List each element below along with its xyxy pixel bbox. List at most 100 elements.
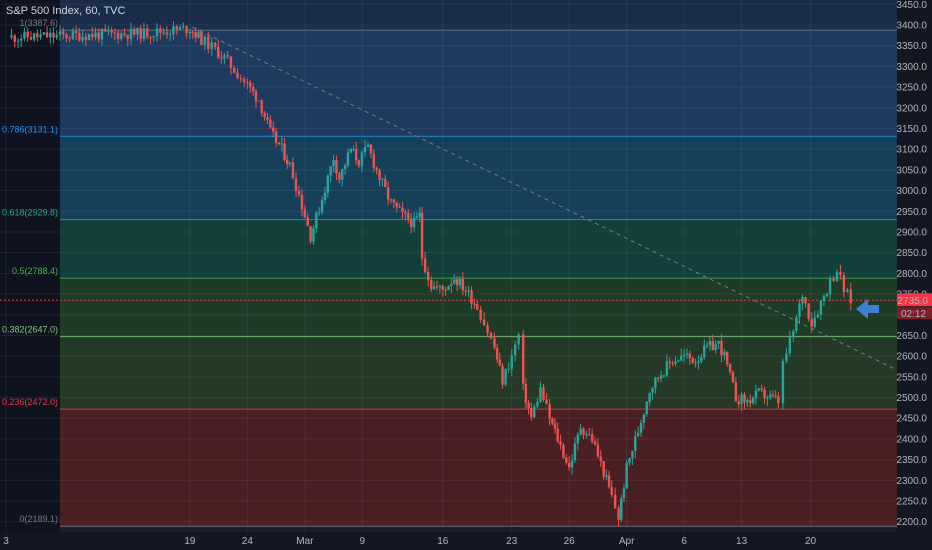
candle-body: [87, 34, 91, 41]
candle: [300, 188, 304, 217]
candle-body: [94, 32, 97, 38]
candle: [754, 384, 758, 405]
candle-body: [58, 31, 62, 35]
fib-lines: [60, 29, 897, 527]
arrow-left-icon[interactable]: [856, 299, 879, 319]
candle-body: [548, 404, 551, 419]
candle: [590, 428, 594, 445]
candle: [395, 202, 398, 213]
candle-body: [822, 295, 826, 302]
candle: [340, 168, 344, 187]
candle-body: [438, 285, 442, 287]
candle: [785, 348, 788, 364]
time-axis[interactable]: [0, 532, 932, 550]
candle: [412, 211, 416, 232]
fib-label: 0.236(2472.0): [2, 397, 58, 407]
candle-body: [579, 428, 582, 435]
candle: [415, 211, 419, 219]
candle: [418, 206, 421, 223]
candle: [39, 29, 42, 40]
candle-body: [559, 441, 562, 445]
candle-body: [81, 36, 84, 41]
price-axis-background: [897, 0, 932, 550]
candle-body: [620, 498, 623, 520]
candle-body: [39, 34, 42, 38]
candle-body: [700, 357, 703, 362]
candle: [142, 22, 146, 42]
candle: [152, 35, 155, 42]
candle: [665, 354, 669, 378]
price-axis[interactable]: [897, 0, 932, 550]
candle-body: [542, 387, 545, 400]
candle-body: [26, 31, 29, 38]
candle: [197, 30, 200, 39]
trend-line[interactable]: [191, 26, 898, 371]
candle-body: [617, 508, 620, 520]
candle-body: [420, 212, 424, 259]
candle: [136, 27, 139, 41]
candle-body: [426, 271, 430, 280]
candle: [162, 27, 165, 36]
candle-body: [352, 148, 355, 150]
candle-body: [788, 337, 792, 354]
candle-body: [486, 325, 489, 334]
candle-body: [251, 86, 255, 91]
candle: [846, 287, 849, 293]
candle-body: [467, 290, 470, 292]
candle-body: [32, 33, 36, 40]
candle: [822, 293, 826, 307]
candle-body: [100, 28, 104, 40]
candle-body: [694, 362, 697, 364]
candle-body: [226, 55, 229, 57]
candle-body: [757, 388, 761, 391]
candle: [828, 275, 832, 301]
candle: [839, 264, 842, 280]
candle: [312, 225, 315, 245]
candle: [610, 480, 613, 498]
candle-body: [91, 34, 94, 38]
candle: [263, 111, 266, 121]
candle: [332, 155, 335, 173]
y-tick-label: 3200.0: [896, 103, 927, 114]
candle: [613, 487, 617, 509]
candle: [389, 198, 393, 204]
y-tick-label: 3300.0: [896, 62, 927, 73]
candle: [182, 22, 185, 29]
candle-body: [13, 35, 16, 42]
candle: [642, 413, 646, 430]
candle: [432, 281, 436, 290]
candle-body: [45, 32, 49, 38]
candle: [634, 430, 637, 459]
candle: [486, 322, 489, 338]
candle-body: [349, 148, 353, 153]
candle-body: [539, 387, 542, 403]
candle: [375, 166, 378, 175]
y-tick-label: 2350.0: [896, 455, 927, 466]
candle-body: [711, 341, 715, 351]
candle: [94, 27, 97, 41]
candle: [438, 284, 442, 294]
candle: [291, 157, 295, 179]
candle-body: [819, 301, 823, 315]
candle: [13, 33, 16, 48]
candle-body: [677, 360, 680, 362]
candle: [129, 22, 133, 46]
candle: [272, 121, 275, 137]
candle-body: [458, 278, 462, 286]
candle-body: [55, 34, 58, 38]
candle-body: [634, 436, 637, 451]
candle: [777, 392, 780, 409]
candle: [804, 296, 807, 308]
candle: [372, 149, 375, 173]
candle: [751, 396, 755, 405]
candle-body: [36, 33, 39, 38]
candle: [444, 287, 447, 296]
candle-body: [306, 217, 309, 227]
candle-body: [418, 212, 421, 217]
candle: [363, 140, 367, 158]
candle-body: [20, 38, 23, 41]
candle-body: [42, 32, 46, 35]
candle: [714, 339, 717, 354]
